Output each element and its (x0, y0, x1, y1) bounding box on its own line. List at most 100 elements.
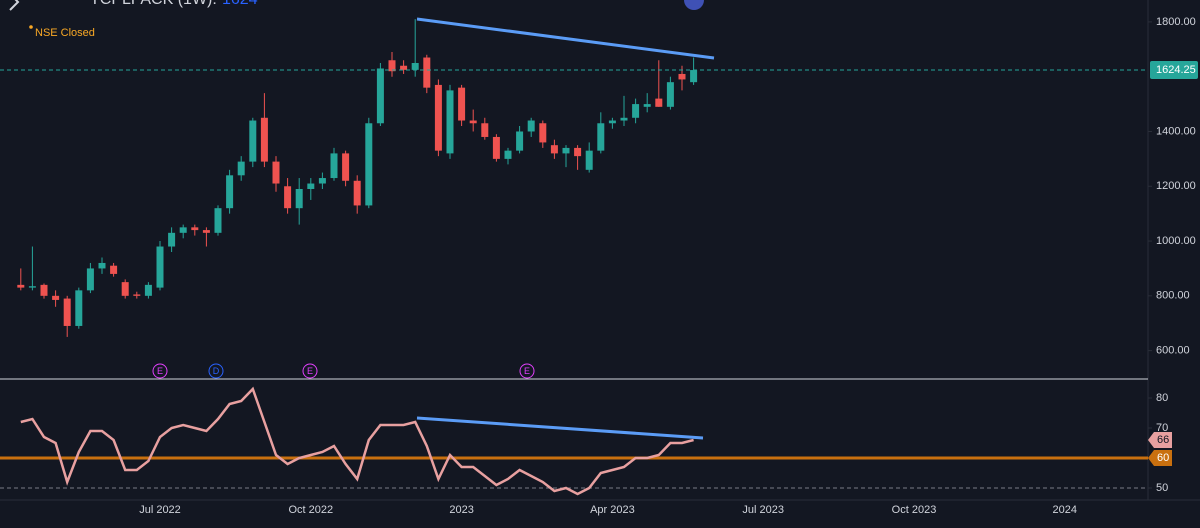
candle-body (516, 131, 524, 151)
candle-body (86, 268, 94, 291)
rsi-value-label: 66 (1157, 434, 1169, 446)
candle-body (191, 227, 199, 231)
y-tick-label: 1200.00 (1156, 180, 1196, 192)
candle-body (307, 183, 315, 189)
candle-body (690, 70, 698, 83)
rsi-level-label: 60 (1157, 452, 1169, 464)
candle-body (179, 227, 187, 233)
candle-body (655, 98, 663, 107)
candle-body (133, 294, 141, 296)
rsi-value-box (1148, 432, 1172, 448)
x-tick-label: Jul 2023 (742, 504, 784, 516)
candle-body (272, 161, 280, 184)
x-tick-label: 2023 (449, 504, 473, 516)
y-tick-label: 1800.00 (1156, 16, 1196, 28)
candle-body (585, 150, 593, 170)
candle-body (237, 161, 245, 176)
candle-body (539, 123, 547, 143)
candle-body (226, 175, 234, 209)
collapse-icon[interactable] (9, 0, 20, 11)
candle-body (40, 284, 48, 296)
event-label: D (213, 366, 220, 376)
candle-body (632, 104, 640, 118)
candle-body (98, 262, 106, 269)
trend-line[interactable] (416, 17, 715, 60)
candles (17, 19, 698, 337)
y-tick-label: 800.00 (1156, 290, 1190, 302)
rsi-y-tick-label: 80 (1156, 392, 1168, 404)
candle-body (376, 68, 384, 124)
rsi-line (20, 386, 694, 496)
title-value: 1624 (222, 0, 258, 8)
candle-body (458, 87, 466, 121)
event-marker[interactable] (208, 363, 224, 379)
y-tick-label: 600.00 (1156, 345, 1190, 357)
last-price-label: 1624.25 (1156, 64, 1196, 76)
candle-body (156, 246, 164, 288)
candle-body (214, 208, 222, 233)
status-dot (29, 25, 33, 29)
event-label: E (307, 366, 313, 376)
candle-body (678, 73, 686, 80)
candle-body (481, 123, 489, 137)
candle-body (562, 147, 570, 154)
candle-body (666, 82, 674, 107)
y-tick-label: 1400.00 (1156, 125, 1196, 137)
candle-body (295, 189, 303, 209)
candle-body (353, 180, 361, 206)
candle-body (342, 153, 350, 181)
event-marker[interactable] (519, 363, 535, 379)
candle-body (144, 284, 152, 296)
x-tick-label: Apr 2023 (590, 504, 635, 516)
chart-title: TCPLPACK (1W): (90, 0, 217, 8)
rsi-trend-line[interactable] (416, 416, 704, 440)
rsi-y-tick-label: 70 (1156, 422, 1168, 434)
candle-body (492, 136, 500, 159)
candle-body (620, 117, 628, 121)
candle-body (597, 123, 605, 151)
y-tick-label: 1000.00 (1156, 235, 1196, 247)
candle-body (400, 65, 408, 70)
candle-body (423, 57, 431, 88)
candle-body (260, 117, 268, 162)
candle-body (388, 60, 396, 72)
candle-body (75, 290, 83, 326)
candle-body (550, 145, 558, 154)
event-label: E (157, 366, 163, 376)
candle-body (284, 186, 292, 209)
candle-body (527, 120, 535, 132)
candle-body (504, 150, 512, 159)
candle-body (411, 63, 419, 70)
candle-body (17, 284, 25, 288)
candle-body (446, 90, 454, 154)
x-tick-label: Oct 2023 (892, 504, 937, 516)
rsi-level-box (1148, 450, 1172, 466)
candle-body (608, 120, 616, 124)
candle-body (643, 104, 651, 107)
candle-body (574, 147, 582, 157)
user-icon[interactable] (684, 0, 704, 10)
candle-body (121, 282, 129, 296)
candle-body (28, 286, 36, 288)
candle-body (63, 298, 71, 326)
candle-body (365, 123, 373, 206)
candle-body (318, 178, 326, 184)
candle-body (52, 295, 60, 300)
event-label: E (524, 366, 530, 376)
market-status: NSE Closed (35, 27, 95, 39)
candle-body (168, 232, 176, 247)
candle-body (434, 84, 442, 151)
rsi-y-tick-label: 50 (1156, 482, 1168, 494)
x-tick-label: 2024 (1053, 504, 1077, 516)
candle-body (110, 265, 118, 274)
event-marker[interactable] (302, 363, 318, 379)
candle-body (202, 230, 210, 233)
x-tick-label: Oct 2022 (288, 504, 333, 516)
candle-body (330, 153, 338, 179)
last-price-box (1150, 61, 1198, 80)
x-tick-label: Jul 2022 (139, 504, 181, 516)
event-marker[interactable] (152, 363, 168, 379)
candle-body (469, 120, 477, 124)
